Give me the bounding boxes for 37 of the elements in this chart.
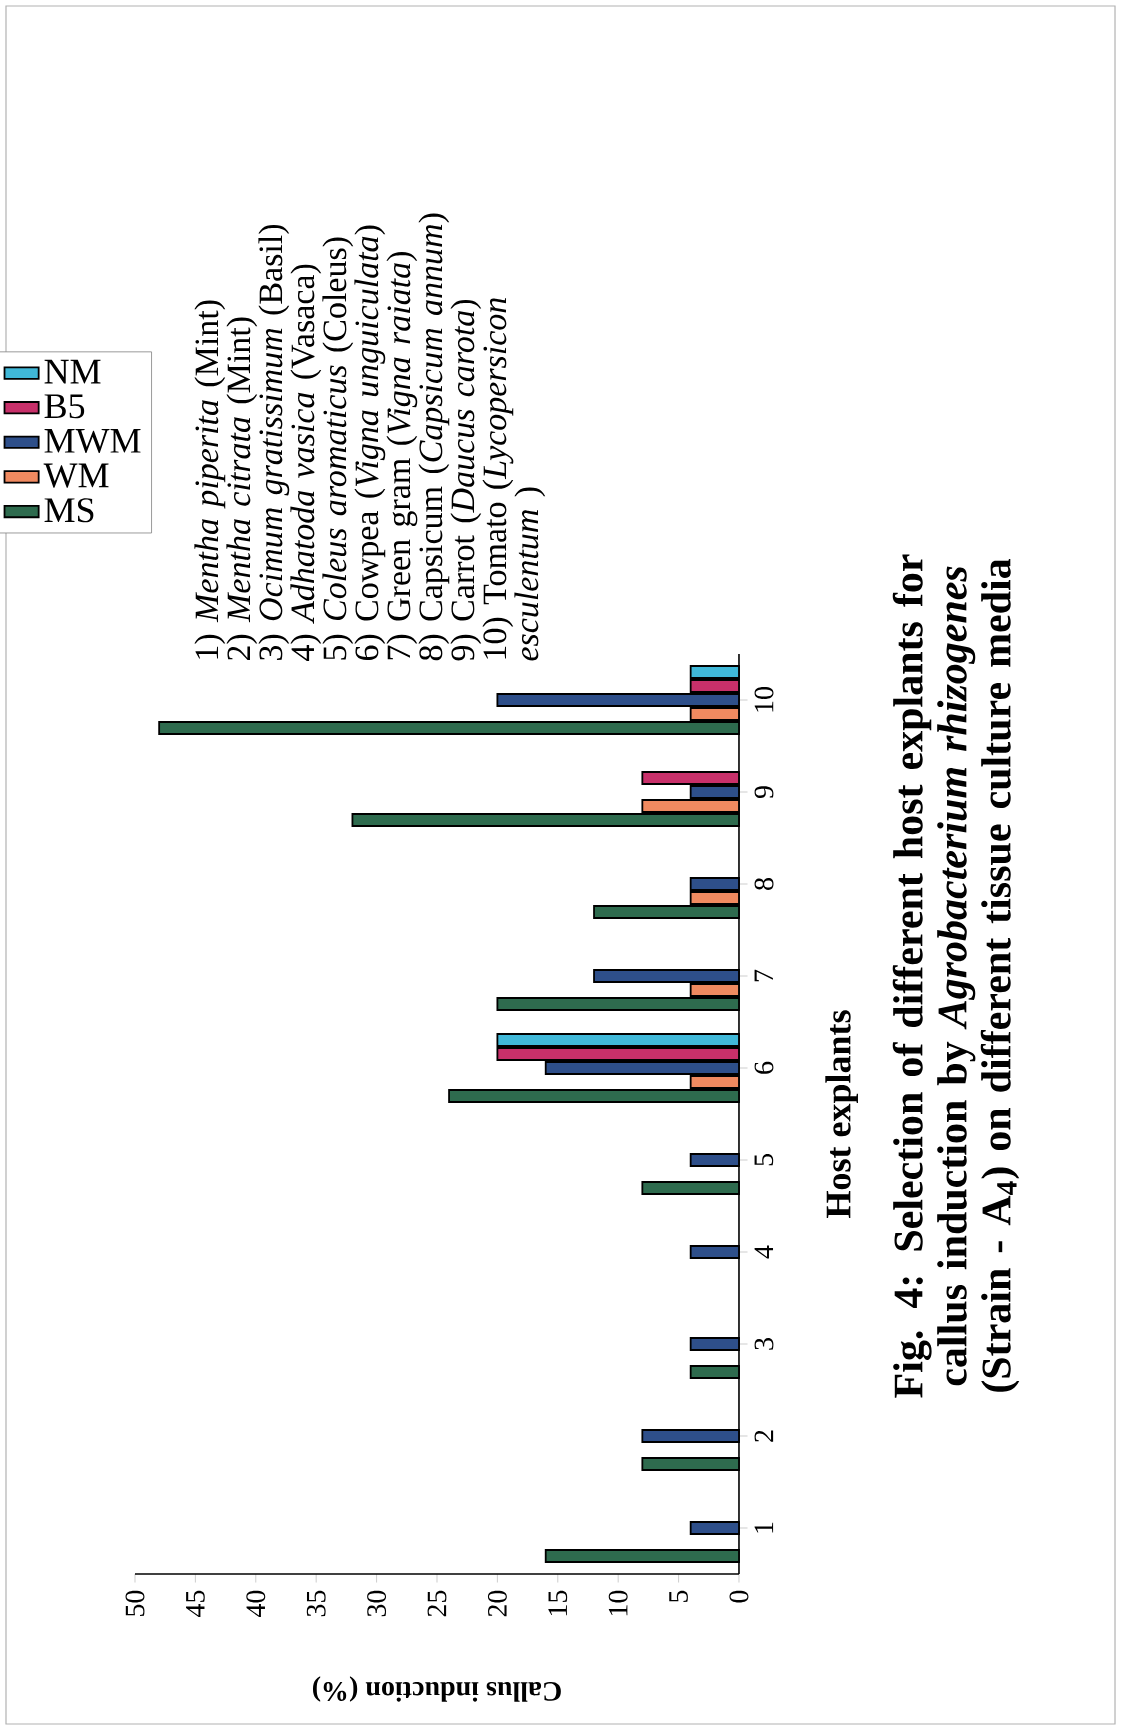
legend-label: MWM (44, 428, 141, 454)
x-tick-label: 0 (729, 1590, 749, 1603)
annotation: 4) Adhatoda vasica (Vasaca) (290, 264, 322, 661)
annotation: 3) Ocimum gratissimum (Basil) (258, 224, 290, 660)
x-tick-label: 40 (246, 1590, 266, 1618)
y-tick-label: 8 (754, 878, 774, 890)
y-tick-label: 10 (754, 687, 774, 712)
legend-label: MS (44, 498, 94, 523)
annotation: 8) Capsicum (Capsicum annum) (418, 213, 450, 661)
legend-label: NM (44, 359, 101, 384)
y-tick-label: 5 (754, 1154, 774, 1166)
x-tick-label: 45 (186, 1590, 205, 1618)
annotation: 7) Green gram (Vigna raiata) (386, 252, 418, 660)
x-tick-label: 10 (608, 1590, 628, 1616)
y-tick-label: 3 (754, 1338, 774, 1350)
x-tick-label: 50 (125, 1590, 145, 1616)
x-tick-label: 35 (306, 1590, 326, 1617)
x-axis-title: Callus induction (%) (312, 1676, 561, 1702)
annotation: 1) Mentha piperita (Mint) (194, 300, 226, 659)
legend-label: WM (43, 463, 109, 488)
y-tick-label: 7 (754, 969, 773, 982)
y-tick-label: 4 (754, 1245, 774, 1259)
y-tick-label: 9 (754, 786, 774, 799)
y-tick-label: 1 (754, 1522, 774, 1533)
annotation: 2) Mentha citrata (Mint) (226, 317, 258, 661)
x-tick-label: 25 (427, 1590, 447, 1617)
x-tick-label: 15 (548, 1590, 568, 1616)
annotation: 9) Carrot (Daucus carota) (450, 299, 482, 661)
x-tick-label: 20 (487, 1590, 507, 1617)
x-tick-label: 30 (367, 1590, 387, 1617)
annotation: 5) Coleus aromaticus (Coleus) (322, 237, 354, 660)
annotation: 6) Cowpea (Vigna unguiculata) (354, 225, 386, 661)
x-tick-label: 5 (669, 1590, 688, 1602)
legend-label: B5 (44, 394, 85, 419)
y-tick-label: 6 (754, 1061, 774, 1074)
y-tick-label: 2 (754, 1430, 774, 1442)
y-axis-title: Host explants (825, 1010, 858, 1218)
